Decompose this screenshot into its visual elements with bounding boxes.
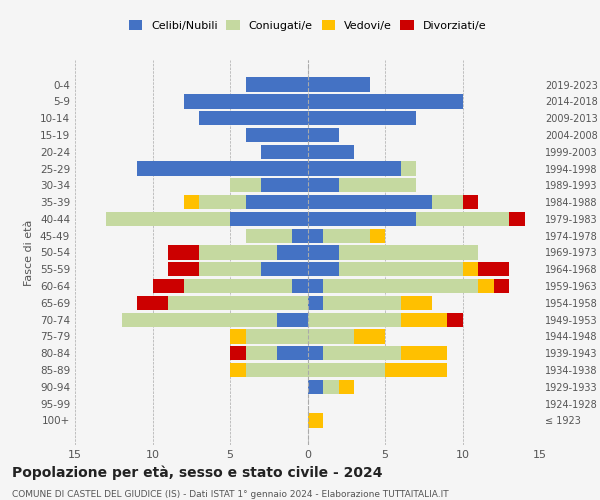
Bar [431, 195, 463, 210]
Legend: Celibi/Nubili, Coniugati/e, Vedovi/e, Divorziati/e: Celibi/Nubili, Coniugati/e, Vedovi/e, Di… [124, 16, 491, 35]
Bar [308, 144, 354, 159]
Bar [292, 279, 308, 293]
Bar [338, 178, 416, 192]
Bar [308, 296, 323, 310]
Bar [308, 262, 338, 276]
Bar [308, 162, 401, 175]
Bar [308, 279, 323, 293]
Bar [277, 312, 308, 327]
Bar [121, 312, 277, 327]
Bar [478, 279, 493, 293]
Bar [509, 212, 524, 226]
Bar [323, 279, 478, 293]
Bar [401, 346, 447, 360]
Bar [447, 312, 463, 327]
Bar [338, 262, 463, 276]
Bar [308, 212, 416, 226]
Bar [199, 246, 277, 260]
Y-axis label: Fasce di età: Fasce di età [25, 220, 34, 286]
Bar [416, 212, 509, 226]
Bar [245, 78, 308, 92]
Bar [493, 279, 509, 293]
Bar [230, 346, 245, 360]
Bar [308, 228, 323, 243]
Bar [245, 346, 277, 360]
Bar [463, 262, 478, 276]
Bar [308, 128, 338, 142]
Bar [245, 128, 308, 142]
Bar [323, 380, 338, 394]
Bar [308, 312, 401, 327]
Bar [277, 246, 308, 260]
Bar [168, 246, 199, 260]
Bar [308, 94, 463, 108]
Text: Popolazione per età, sesso e stato civile - 2024: Popolazione per età, sesso e stato civil… [12, 465, 383, 479]
Bar [292, 228, 308, 243]
Bar [323, 346, 401, 360]
Bar [401, 162, 416, 175]
Bar [308, 111, 416, 126]
Bar [184, 94, 308, 108]
Bar [184, 279, 292, 293]
Bar [261, 262, 308, 276]
Bar [323, 228, 370, 243]
Bar [168, 296, 308, 310]
Bar [245, 195, 308, 210]
Bar [230, 363, 245, 377]
Bar [261, 144, 308, 159]
Bar [137, 296, 168, 310]
Bar [106, 212, 230, 226]
Bar [199, 111, 308, 126]
Bar [184, 195, 199, 210]
Bar [230, 178, 261, 192]
Bar [401, 296, 431, 310]
Bar [308, 380, 323, 394]
Bar [385, 363, 447, 377]
Bar [199, 195, 245, 210]
Text: COMUNE DI CASTEL DEL GIUDICE (IS) - Dati ISTAT 1° gennaio 2024 - Elaborazione TU: COMUNE DI CASTEL DEL GIUDICE (IS) - Dati… [12, 490, 449, 499]
Bar [323, 296, 401, 310]
Bar [463, 195, 478, 210]
Bar [199, 262, 261, 276]
Bar [308, 330, 354, 344]
Bar [308, 413, 323, 428]
Bar [308, 363, 385, 377]
Bar [245, 228, 292, 243]
Bar [152, 279, 184, 293]
Bar [230, 212, 308, 226]
Bar [401, 312, 447, 327]
Bar [308, 178, 338, 192]
Bar [308, 195, 431, 210]
Bar [245, 363, 308, 377]
Bar [230, 330, 245, 344]
Bar [137, 162, 308, 175]
Bar [245, 330, 308, 344]
Bar [338, 246, 478, 260]
Bar [478, 262, 509, 276]
Bar [338, 380, 354, 394]
Bar [308, 346, 323, 360]
Bar [370, 228, 385, 243]
Bar [277, 346, 308, 360]
Bar [308, 78, 370, 92]
Bar [308, 246, 338, 260]
Bar [261, 178, 308, 192]
Bar [354, 330, 385, 344]
Bar [168, 262, 199, 276]
